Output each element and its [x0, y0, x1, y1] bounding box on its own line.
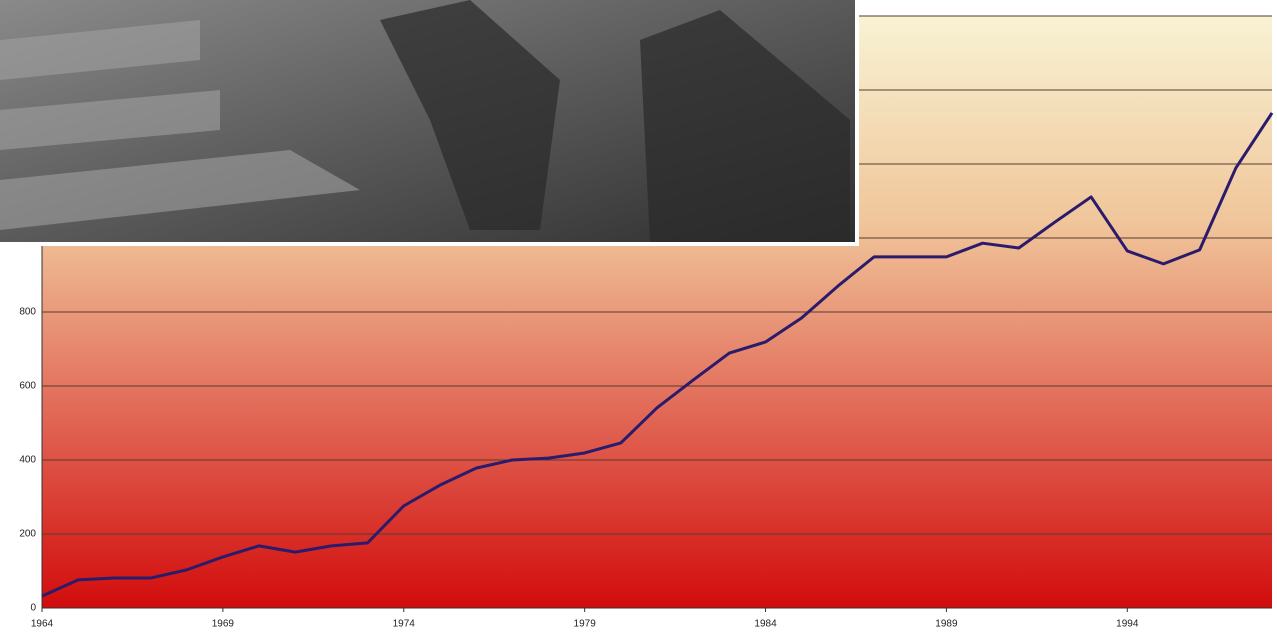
y-tick-label: 0	[30, 603, 36, 614]
chart: 0200400600800100012001400160019641969197…	[0, 0, 1277, 633]
y-tick-label: 800	[19, 307, 36, 318]
x-tick-label: 1979	[574, 619, 597, 630]
y-tick-label: 400	[19, 455, 36, 466]
x-tick-label: 1994	[1116, 619, 1139, 630]
x-tick-label: 1964	[31, 619, 54, 630]
x-tick-label: 1984	[754, 619, 777, 630]
y-tick-label: 200	[19, 529, 36, 540]
x-tick-label: 1989	[935, 619, 958, 630]
x-tick-label: 1974	[393, 619, 416, 630]
x-tick-label: 1969	[212, 619, 235, 630]
y-tick-label: 600	[19, 381, 36, 392]
photo	[0, 0, 859, 246]
